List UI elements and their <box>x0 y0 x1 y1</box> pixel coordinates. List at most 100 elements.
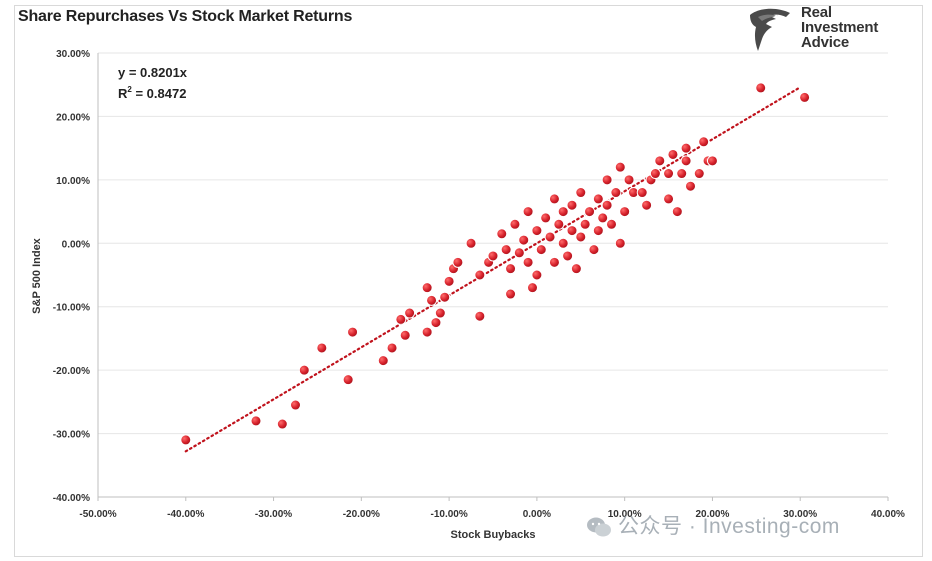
data-point <box>597 212 609 224</box>
data-point <box>649 168 661 180</box>
data-point <box>667 148 679 160</box>
data-point <box>509 218 521 230</box>
data-point <box>663 168 675 180</box>
data-point <box>592 225 604 237</box>
data-point <box>619 206 631 218</box>
y-tick-label: 20.00% <box>56 112 90 123</box>
data-point <box>487 250 499 262</box>
data-point <box>623 174 635 186</box>
data-point <box>386 342 398 354</box>
data-point <box>641 199 653 211</box>
x-tick-label: -50.00% <box>79 509 116 520</box>
brand-line-2: Investment <box>801 19 879 36</box>
wechat-icon <box>587 517 611 537</box>
data-point <box>452 256 464 268</box>
data-point <box>601 199 613 211</box>
data-point <box>706 155 718 167</box>
data-point <box>496 228 508 240</box>
r-squared-symbol: R <box>118 86 128 101</box>
data-point <box>430 317 442 329</box>
data-point <box>575 187 587 199</box>
y-tick-label: -30.00% <box>53 430 90 441</box>
data-point <box>553 218 565 230</box>
data-point <box>614 237 626 249</box>
r-squared: R2 = 0.8472 <box>118 85 186 101</box>
data-point <box>527 282 538 294</box>
data-point <box>180 434 192 446</box>
data-point <box>680 142 692 154</box>
data-point <box>548 193 560 205</box>
data-point <box>434 307 446 319</box>
data-point <box>421 326 433 338</box>
watermark-text: 公众号 · Investing-com <box>618 515 840 538</box>
data-point <box>557 206 569 218</box>
data-point <box>404 307 416 319</box>
brand-name: Real Investment Advice <box>801 5 878 50</box>
data-point <box>395 313 407 325</box>
data-point <box>799 91 811 103</box>
x-tick-label: -40.00% <box>167 509 204 520</box>
data-point <box>531 269 543 281</box>
y-tick-label: 10.00% <box>56 176 90 187</box>
data-point <box>663 193 675 205</box>
data-point <box>676 168 688 180</box>
data-point <box>548 256 560 268</box>
data-point <box>693 168 705 180</box>
data-point <box>342 374 354 386</box>
data-point <box>680 155 692 167</box>
r-squared-value: = 0.8472 <box>132 86 187 101</box>
data-point <box>671 206 683 218</box>
data-point <box>399 329 411 341</box>
data-point <box>685 180 696 192</box>
data-point <box>544 231 556 243</box>
data-point <box>474 310 486 322</box>
x-tick-label: -10.00% <box>430 509 467 520</box>
y-tick-label: 30.00% <box>56 49 90 60</box>
data-point <box>347 326 359 338</box>
data-point <box>518 234 530 246</box>
data-point <box>500 244 512 256</box>
data-point <box>290 399 301 411</box>
data-point <box>540 212 552 224</box>
data-points <box>180 82 811 446</box>
chart-frame <box>14 5 923 557</box>
data-point <box>579 218 591 230</box>
data-point <box>755 82 767 94</box>
data-point <box>566 225 578 237</box>
data-point <box>566 199 578 211</box>
y-tick-labels: -40.00% -30.00% -20.00% -10.00% 0.00% 10.00% 2… <box>53 49 90 504</box>
x-tick-label: 10.00% <box>608 509 642 520</box>
x-tick-label: 0.00% <box>523 509 551 520</box>
data-point <box>562 250 574 262</box>
chart-title: Share Repurchases Vs Stock Market Return… <box>18 8 353 25</box>
data-point <box>606 218 617 230</box>
data-point <box>584 206 596 218</box>
trendline-path <box>184 86 802 453</box>
data-point <box>588 244 600 256</box>
y-axis-label: S&P 500 Index <box>31 237 43 313</box>
data-point <box>531 225 543 237</box>
data-point <box>614 161 626 173</box>
data-point <box>575 231 587 243</box>
data-point <box>636 187 648 199</box>
y-tick-label: -20.00% <box>53 366 90 377</box>
y-tick-label: -40.00% <box>53 493 90 504</box>
data-point <box>474 269 486 281</box>
data-point <box>505 263 517 275</box>
x-axis-label: Stock Buybacks <box>451 529 536 541</box>
y-tick-label: -10.00% <box>53 303 90 314</box>
data-point <box>421 282 433 294</box>
x-tick-label: 20.00% <box>695 509 729 520</box>
eagle-head-icon <box>750 8 790 52</box>
axes <box>97 53 889 501</box>
x-tick-label: -20.00% <box>343 509 380 520</box>
x-tick-label: 40.00% <box>871 509 905 520</box>
gridlines <box>98 52 888 435</box>
data-point <box>426 294 438 306</box>
data-point <box>592 193 604 205</box>
brand-line-1: Real <box>801 4 832 21</box>
data-point <box>513 247 525 259</box>
x-tick-label: -30.00% <box>255 509 292 520</box>
data-point <box>439 291 451 303</box>
data-point <box>250 415 262 427</box>
